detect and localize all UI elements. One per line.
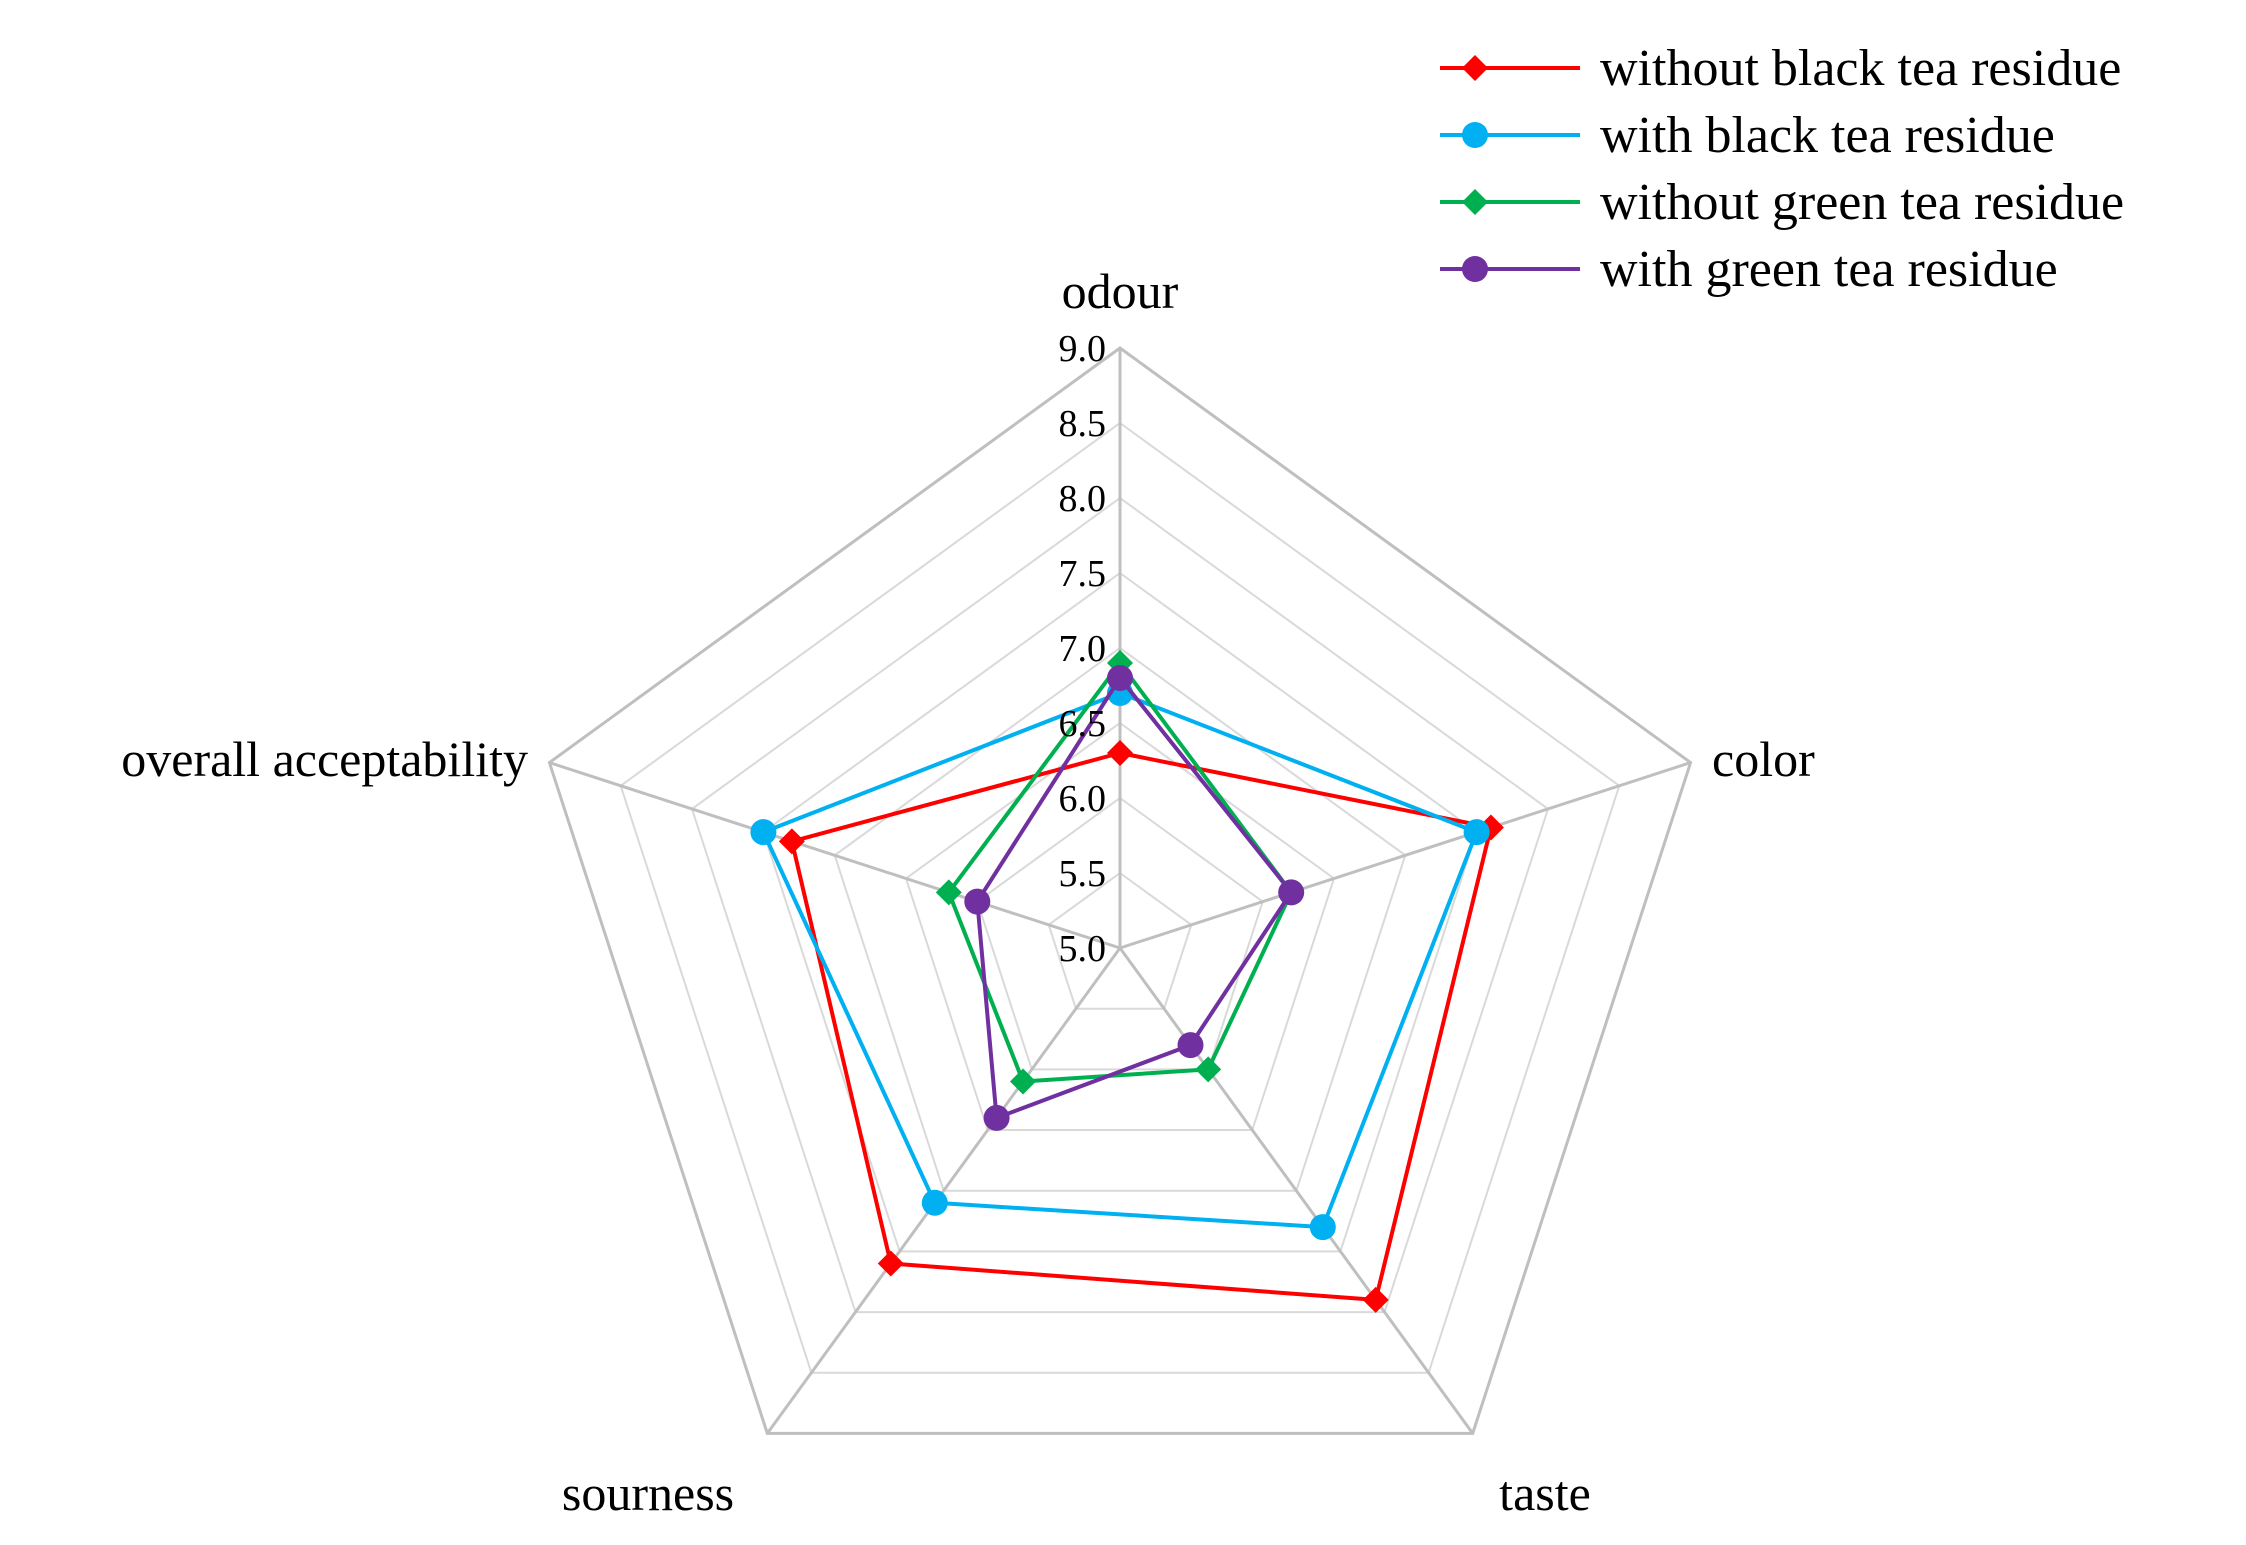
tick-labels: 5.0 5.5 6.0 6.5 7.0 7.5 8.0 8.5 9.0: [1059, 328, 1107, 970]
grid-ring: [619, 421, 1621, 1374]
data-point: [1462, 122, 1488, 148]
grid-spoke: [1118, 947, 1474, 1435]
axis-label-sourness: sourness: [562, 1465, 734, 1521]
tick-label: 6.5: [1059, 703, 1107, 745]
series-line: [789, 751, 1493, 1302]
axis-label-overall-acceptability: overall acceptability: [121, 731, 528, 787]
tick-label: 5.0: [1059, 928, 1107, 970]
data-point: [1107, 665, 1133, 691]
data-point: [778, 828, 805, 855]
grid-ring: [976, 796, 1264, 1071]
axis-labels: odour color taste sourness overall accep…: [121, 263, 1815, 1521]
grid-ring: [1047, 871, 1193, 1010]
data-point: [1278, 879, 1305, 906]
data-point: [1462, 256, 1488, 282]
axis-label-color: color: [1712, 731, 1815, 787]
legend-label: with black tea residue: [1600, 107, 2055, 164]
legend-item-4: with green tea residue: [1440, 241, 2058, 298]
data-point: [921, 1189, 948, 1216]
tick-label: 9.0: [1059, 328, 1107, 370]
tick-label: 7.5: [1059, 553, 1107, 595]
series-line: [761, 691, 1479, 1230]
data-point: [935, 879, 962, 906]
series-line: [975, 676, 1294, 1120]
grid-ring: [690, 496, 1550, 1314]
grid-spoke: [1119, 761, 1692, 950]
grid-ring: [833, 646, 1407, 1192]
series-layer: [750, 650, 1504, 1313]
legend-label: without black tea residue: [1600, 40, 2121, 97]
legend-label: with green tea residue: [1600, 241, 2058, 298]
legend: without black tea residue with black tea …: [1440, 40, 2124, 298]
legend-label: without green tea residue: [1600, 174, 2124, 231]
data-point: [1462, 55, 1488, 81]
data-point: [1107, 740, 1133, 766]
data-point: [1309, 1214, 1336, 1241]
data-point: [1462, 189, 1488, 215]
grid-spoke: [766, 947, 1122, 1435]
data-point: [964, 888, 991, 915]
legend-item-1: without black tea residue: [1440, 40, 2121, 97]
grid-ring: [762, 571, 1478, 1253]
grid-ring: [904, 721, 1336, 1131]
legend-item-2: with black tea residue: [1440, 107, 2055, 164]
tick-label: 8.0: [1059, 478, 1107, 520]
tick-label: 8.5: [1059, 403, 1107, 445]
axis-label-odour: odour: [1062, 263, 1179, 319]
series-2: [750, 680, 1490, 1241]
data-point: [1463, 819, 1490, 846]
legend-item-3: without green tea residue: [1440, 174, 2124, 231]
series-4: [964, 665, 1305, 1131]
data-point: [877, 1250, 904, 1277]
tick-label: 6.0: [1059, 778, 1107, 820]
radar-grid: [547, 346, 1693, 1435]
data-point: [1010, 1068, 1036, 1095]
tick-label: 7.0: [1059, 628, 1107, 670]
grid-ring: [547, 346, 1693, 1435]
data-point: [1362, 1286, 1389, 1313]
series-1: [778, 740, 1504, 1313]
data-point: [1195, 1056, 1222, 1083]
data-point: [983, 1104, 1010, 1131]
tick-label: 5.5: [1059, 853, 1107, 895]
data-point: [1177, 1032, 1204, 1059]
data-point: [750, 819, 777, 846]
axis-label-taste: taste: [1499, 1465, 1591, 1521]
grid-spoke: [548, 761, 1121, 950]
